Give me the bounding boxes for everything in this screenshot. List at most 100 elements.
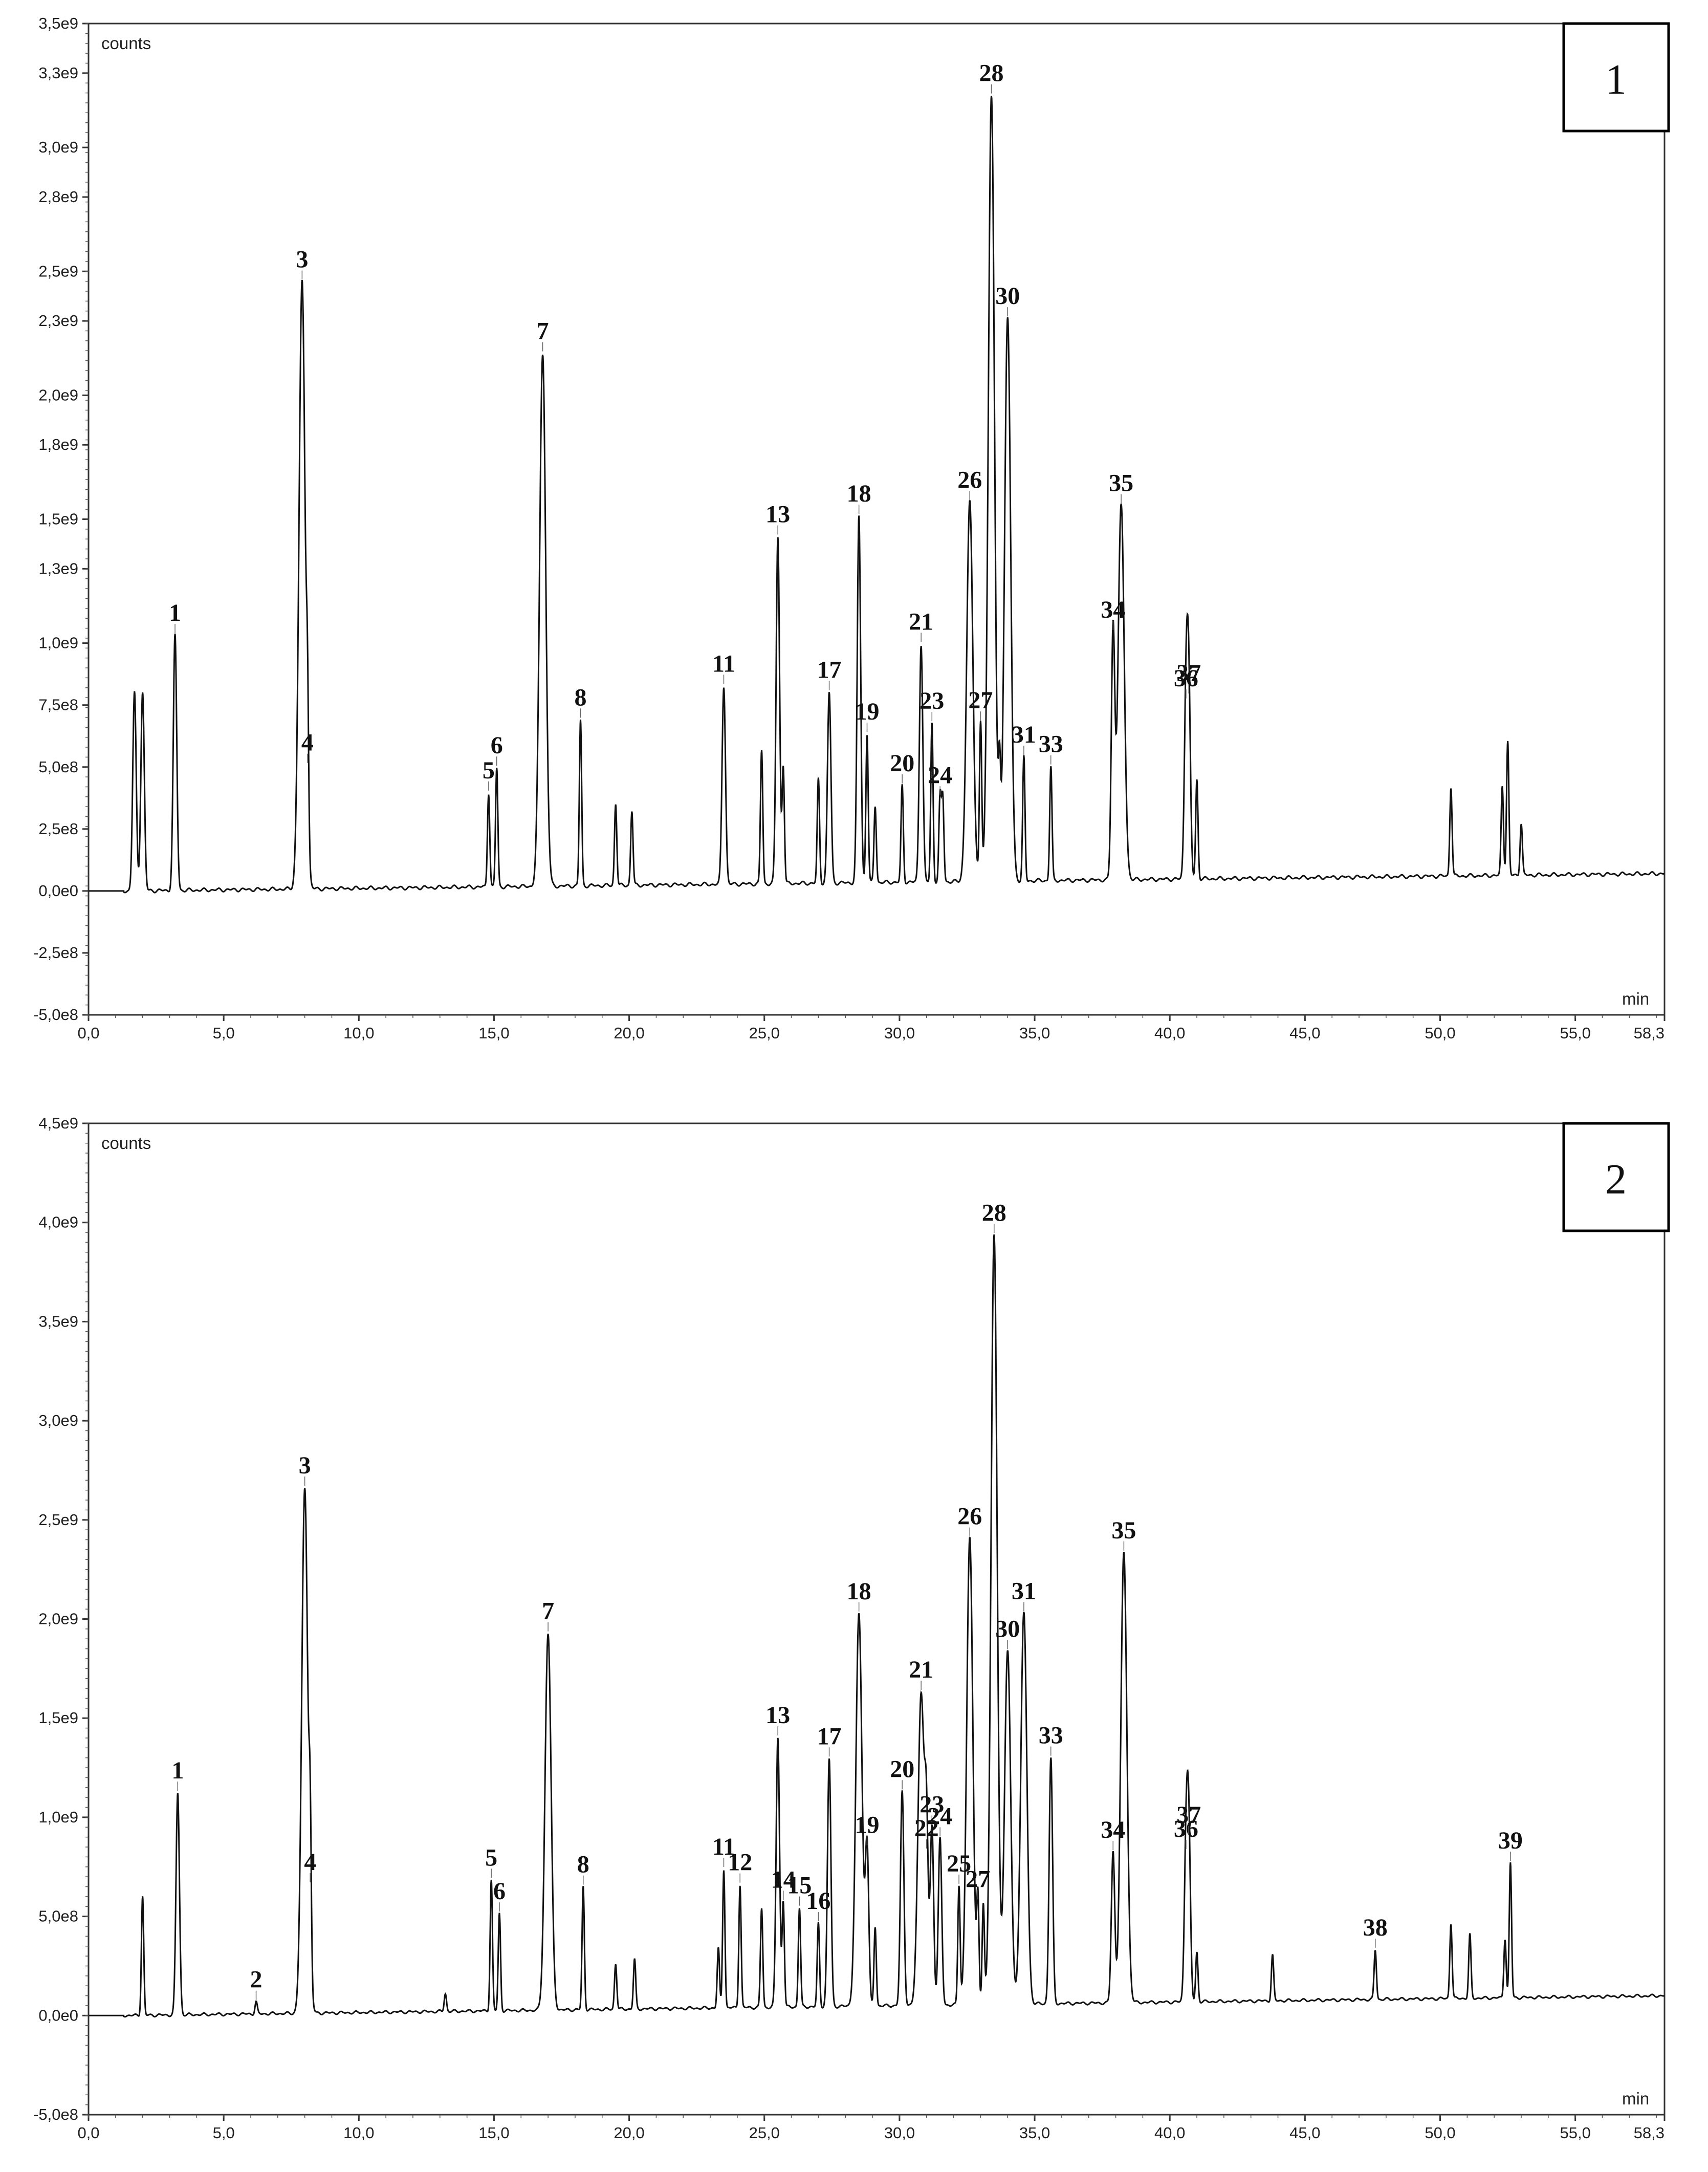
x-tick-label: 55,0 <box>1560 1024 1590 1042</box>
peak-label: 28 <box>979 60 1004 87</box>
y-tick-label: 0,0e0 <box>38 2006 78 2024</box>
y-tick-label: 2,5e9 <box>38 262 78 280</box>
peak-label: 21 <box>909 608 933 635</box>
peak-label: 14 <box>771 1866 796 1893</box>
x-unit-label: min <box>1622 2089 1649 2108</box>
x-tick-label: 0,0 <box>77 2124 99 2142</box>
x-tick-label: 58,3 <box>1634 1024 1665 1042</box>
peak-label: 1 <box>169 599 181 626</box>
x-tick-label: 45,0 <box>1289 1024 1320 1042</box>
x-tick-label: 50,0 <box>1425 1024 1455 1042</box>
x-tick-label: 40,0 <box>1154 2124 1185 2142</box>
peak-label: 20 <box>890 750 914 777</box>
peak-label: 13 <box>765 1702 790 1729</box>
peak-label: 7 <box>537 318 549 345</box>
peak-label: 36 <box>1174 1815 1198 1842</box>
peak-label: 30 <box>995 1616 1020 1643</box>
x-tick-label: 45,0 <box>1289 2124 1320 2142</box>
y-tick-label: 2,0e9 <box>38 1610 78 1628</box>
chromatogram-trace <box>89 1234 1665 2018</box>
peak-label: 17 <box>817 1723 842 1750</box>
peak-label: 5 <box>483 757 495 784</box>
x-tick-label: 15,0 <box>478 2124 509 2142</box>
peak-label: 1 <box>171 1757 184 1784</box>
y-tick-label: -5,0e8 <box>33 1006 78 1024</box>
y-unit-label: counts <box>101 34 151 53</box>
peak-label: 20 <box>890 1755 914 1783</box>
x-tick-label: 10,0 <box>343 1024 374 1042</box>
peak-label: 35 <box>1111 1517 1136 1544</box>
y-axis: -5,0e8 0,0e0 5,0e8 1,0e9 1,5e9 2,0e9 2,5e9 3,0e… <box>33 1114 89 2123</box>
panel-number-box <box>1562 1122 1670 1232</box>
x-tick-label: 25,0 <box>749 2124 780 2142</box>
peak-label: 26 <box>957 1503 982 1530</box>
x-tick-label: 35,0 <box>1019 1024 1050 1042</box>
peak-label: 8 <box>575 684 587 711</box>
peak-label: 37 <box>1176 1801 1201 1829</box>
peak-label: 6 <box>493 1878 506 1905</box>
y-tick-label: 1,0e9 <box>38 1808 78 1826</box>
peak-label: 27 <box>966 1865 990 1893</box>
y-tick-label: 0,0e0 <box>38 882 78 900</box>
peak-label: 19 <box>855 1812 880 1839</box>
y-tick-label: 1,5e9 <box>38 1709 78 1727</box>
y-tick-label: 3,0e9 <box>38 138 78 156</box>
panel-number-box <box>1562 22 1670 133</box>
x-axis: 0,0 5,0 10,0 15,0 20,0 25,0 30,0 35,0 40,0 45,0 50… <box>77 2115 1666 2142</box>
y-tick-label: 3,5e9 <box>38 1312 78 1330</box>
peak-label: 12 <box>728 1849 752 1876</box>
peak-label: 15 <box>787 1872 812 1899</box>
peak-label: 4 <box>304 1849 316 1876</box>
x-tick-label: 30,0 <box>884 1024 915 1042</box>
y-tick-label: 5,0e8 <box>38 1907 78 1925</box>
y-tick-label: 2,8e9 <box>38 188 78 206</box>
peak-label: 6 <box>491 732 503 759</box>
x-tick-label: 0,0 <box>77 1024 99 1042</box>
peak-label: 23 <box>919 687 944 714</box>
x-tick-label: 10,0 <box>343 2124 374 2142</box>
peak-label: 8 <box>577 1851 589 1878</box>
y-unit-label: counts <box>101 1134 151 1153</box>
peak-label: 19 <box>855 698 880 725</box>
y-tick-label: 1,8e9 <box>38 436 78 453</box>
y-axis: -5,0e8 -2,5e8 0,0e0 2,5e8 5,0e8 7,5e8 1,0e9 1,3… <box>33 14 89 1024</box>
peak-label: 31 <box>1012 1577 1036 1604</box>
peak-label: 34 <box>1101 596 1125 623</box>
chromatogram-panel-2: counts min -5,0e8 0,0e0 5,0e8 1,0e9 1,5e9 2,0… <box>33 1114 1670 2142</box>
y-tick-label: 3,0e9 <box>38 1411 78 1429</box>
peak-label: 18 <box>847 1578 871 1605</box>
y-tick-label: 1,5e9 <box>38 510 78 528</box>
peak-label: 4 <box>301 729 314 756</box>
peak-label: 17 <box>817 656 842 683</box>
peak-label: 30 <box>995 283 1020 310</box>
peak-label: 7 <box>542 1598 554 1625</box>
peak-label: 27 <box>968 687 993 714</box>
y-tick-label: 2,0e9 <box>38 386 78 404</box>
peak-label: 2 <box>250 1966 262 1993</box>
peak-label: 39 <box>1498 1827 1523 1854</box>
peak-label: 3 <box>296 246 308 273</box>
peak-label: 28 <box>982 1199 1006 1226</box>
peak-label: 21 <box>909 1656 933 1683</box>
peak-label: 13 <box>765 501 790 528</box>
x-tick-label: 35,0 <box>1019 2124 1050 2142</box>
panel-number: 1 <box>1605 56 1627 103</box>
panel-number: 2 <box>1605 1156 1627 1203</box>
x-tick-label: 58,3 <box>1634 2124 1665 2142</box>
x-tick-label: 5,0 <box>213 2124 235 2142</box>
peak-label: 5 <box>485 1844 497 1871</box>
y-tick-label: 1,0e9 <box>38 634 78 652</box>
peak-label: 24 <box>928 762 952 789</box>
y-tick-label: 1,3e9 <box>38 559 78 577</box>
peak-label: 23 <box>919 1791 944 1818</box>
y-tick-label: 2,3e9 <box>38 312 78 330</box>
x-tick-label: 5,0 <box>213 1024 235 1042</box>
y-tick-label: 4,0e9 <box>38 1213 78 1231</box>
x-tick-label: 30,0 <box>884 2124 915 2142</box>
peak-label: 11 <box>712 650 735 677</box>
peak-label: 11 <box>712 1833 735 1860</box>
x-tick-label: 15,0 <box>478 1024 509 1042</box>
